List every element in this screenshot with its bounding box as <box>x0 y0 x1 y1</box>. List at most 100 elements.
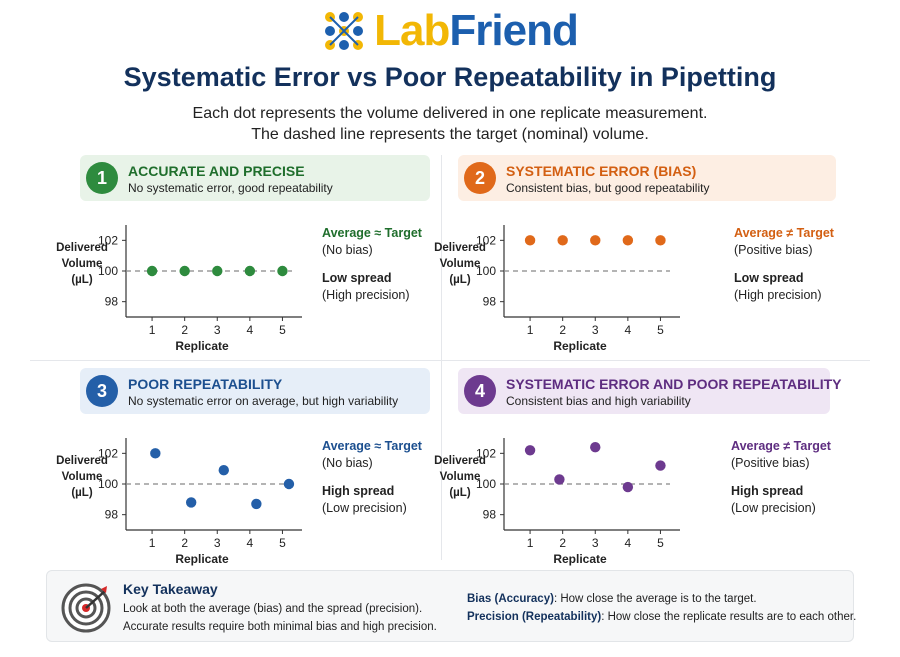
subtitle-line-1: Each dot represents the volume delivered… <box>192 105 708 122</box>
logo-text-lab: Lab <box>374 6 450 55</box>
panel-number-badge: 2 <box>464 162 496 194</box>
x-tick-label: 2 <box>559 323 566 337</box>
stat-spread-note: (Low precision) <box>731 501 816 515</box>
y-axis-label-line: Volume <box>62 258 103 270</box>
panel-poor-repeatability: 3 POOR REPEATABILITY No systematic error… <box>56 368 492 568</box>
logo-text: LabFriend <box>374 6 579 55</box>
scatter-chart-poor-repeatability: 98 100 102 1 2 3 4 5 Replicate Delivered Volume (µL… <box>56 438 302 566</box>
horizontal-divider <box>30 360 870 361</box>
data-point <box>590 235 601 246</box>
y-tick-label: 102 <box>476 446 496 460</box>
panel-subtitle: Consistent bias, but good repeatability <box>506 181 710 195</box>
y-tick-label: 98 <box>483 508 497 522</box>
stat-spread: High spread <box>731 484 804 498</box>
data-point <box>251 498 262 510</box>
y-axis-label-line: Delivered <box>56 455 108 467</box>
x-axis-label: Replicate <box>553 552 607 566</box>
y-axis-label-line: Delivered <box>434 455 486 467</box>
panel-accurate-precise: 1 ACCURATE AND PRECISE No systematic err… <box>56 155 492 355</box>
data-point <box>218 465 229 476</box>
x-tick-label: 3 <box>214 323 221 337</box>
panel-number-badge: 3 <box>86 375 118 407</box>
stat-spread: High spread <box>322 484 395 498</box>
stat-average-note: (No bias) <box>322 456 373 470</box>
y-tick-label: 102 <box>476 233 496 247</box>
panel-subtitle: No systematic error, good repeatability <box>128 181 333 195</box>
y-tick-label: 98 <box>105 295 119 309</box>
y-tick-label: 102 <box>98 233 118 247</box>
panel-stats: Average ≈ Target (No bias) Low spread (H… <box>322 225 492 304</box>
takeaway-line-2: Accurate results require both minimal bi… <box>123 621 437 633</box>
panel-title: SYSTEMATIC ERROR AND POOR REPEATABILITY <box>506 376 842 392</box>
data-point <box>244 265 256 277</box>
data-point <box>590 442 601 453</box>
stat-average-note: (Positive bias) <box>734 243 813 257</box>
panel-number-badge: 4 <box>464 375 496 407</box>
data-point <box>622 235 634 246</box>
x-axis-label: Replicate <box>175 339 229 353</box>
data-point <box>524 445 536 456</box>
y-tick-label: 100 <box>476 477 496 491</box>
y-axis-label-line: (µL) <box>71 274 92 286</box>
data-point <box>283 478 295 490</box>
y-axis-label-line: (µL) <box>71 487 92 499</box>
subtitle-line-2: The dashed line represents the target (n… <box>251 126 649 143</box>
stat-average: Average ≈ Target <box>322 439 422 453</box>
x-tick-label: 1 <box>149 323 156 337</box>
data-point <box>524 235 536 246</box>
x-tick-label: 1 <box>149 536 156 550</box>
panel-subtitle: Consistent bias and high variability <box>506 394 691 408</box>
panel-systematic-and-poor-repeatability: 4 SYSTEMATIC ERROR AND POOR REPEATABILIT… <box>434 368 868 568</box>
y-tick-label: 100 <box>98 264 118 278</box>
definition-bias-term: Bias (Accuracy) <box>467 593 554 605</box>
logo-text-friend: Friend <box>449 6 578 55</box>
panel-subtitle: No systematic error on average, but high… <box>128 394 399 408</box>
page-title: Systematic Error vs Poor Repeatability i… <box>123 62 777 92</box>
stat-spread-note: (Low precision) <box>322 501 407 515</box>
panel-stats: Average ≠ Target (Positive bias) Low spr… <box>734 225 900 304</box>
panel-stats: Average ≈ Target (No bias) High spread (… <box>322 438 492 517</box>
y-axis-label-line: (µL) <box>449 274 470 286</box>
definition-precision-term: Precision (Repeatability) <box>467 611 602 623</box>
x-tick-label: 4 <box>625 536 632 550</box>
x-axis-label: Replicate <box>175 552 229 566</box>
scatter-chart-accurate-precise: 98 100 102 1 2 3 4 5 Replicate Delivered Volume (µL… <box>56 225 302 353</box>
stat-spread-note: (High precision) <box>734 288 822 302</box>
stat-spread-note: (High precision) <box>322 288 410 302</box>
data-point <box>150 448 161 459</box>
x-tick-label: 2 <box>559 536 566 550</box>
panel-systematic-error: 2 SYSTEMATIC ERROR (BIAS) Consistent bia… <box>434 155 868 355</box>
x-tick-label: 4 <box>247 536 254 550</box>
x-tick-label: 1 <box>527 536 534 550</box>
x-tick-label: 2 <box>181 536 188 550</box>
panel-stats: Average ≠ Target (Positive bias) High sp… <box>731 438 900 517</box>
panel-number-badge: 1 <box>86 162 118 194</box>
data-point <box>622 481 634 493</box>
y-axis-label-line: Delivered <box>434 242 486 254</box>
vertical-divider <box>441 155 442 560</box>
y-tick-label: 100 <box>476 264 496 278</box>
key-takeaway-box: Key Takeaway Look at both the average (b… <box>46 570 856 642</box>
data-point <box>185 497 197 508</box>
x-tick-label: 5 <box>279 536 286 550</box>
definition-bias-text: : How close the average is to the target… <box>553 593 757 605</box>
panel-header: 1 ACCURATE AND PRECISE No systematic err… <box>80 155 430 201</box>
scatter-chart-systematic-and-poor-repeatability: 98 100 102 1 2 3 4 5 Replicate Delivered Volume (µL… <box>434 438 680 566</box>
data-point <box>554 474 565 485</box>
data-point <box>179 265 190 277</box>
x-tick-label: 4 <box>247 323 254 337</box>
x-tick-label: 5 <box>279 323 286 337</box>
stat-average: Average ≠ Target <box>734 226 834 240</box>
definition-precision: Precision (Repeatability): How close the… <box>467 611 856 623</box>
y-axis-label-line: Volume <box>62 471 103 483</box>
x-tick-label: 5 <box>657 536 664 550</box>
data-point <box>146 265 158 277</box>
stat-average: Average ≈ Target <box>322 226 422 240</box>
x-tick-label: 3 <box>592 536 599 550</box>
x-tick-label: 5 <box>657 323 664 337</box>
panel-title: SYSTEMATIC ERROR (BIAS) <box>506 163 697 179</box>
data-point <box>277 265 288 277</box>
y-axis-label-line: (µL) <box>449 487 470 499</box>
stat-average: Average ≠ Target <box>731 439 831 453</box>
scatter-chart-systematic-error: 98 100 102 1 2 3 4 5 Replicate Delivered Volume (µL… <box>434 225 680 353</box>
